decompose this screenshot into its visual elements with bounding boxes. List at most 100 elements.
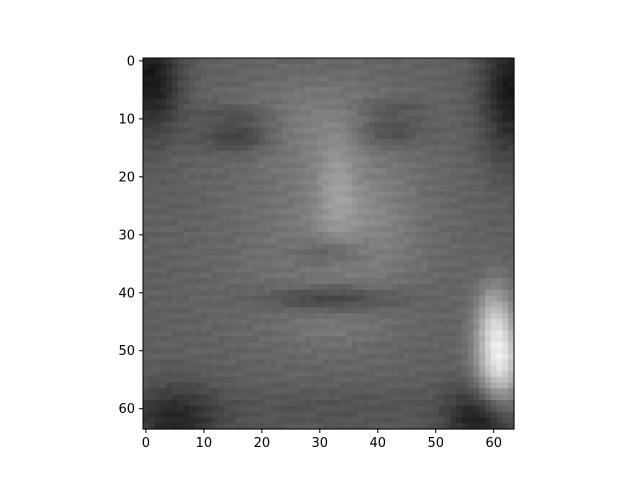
heatmap-cell [432, 411, 440, 419]
heatmap-cell [166, 371, 173, 378]
heatmap-cell [282, 347, 289, 355]
heatmap-cell [171, 289, 179, 297]
heatmap-cell [508, 156, 515, 163]
heatmap-cell [166, 255, 173, 262]
heatmap-cell [386, 266, 393, 274]
heatmap-cell [473, 243, 480, 250]
heatmap-cell [241, 400, 248, 407]
heatmap-cell [409, 133, 417, 140]
heatmap-cell [432, 307, 440, 314]
heatmap-cell [421, 58, 428, 65]
heatmap-cell [427, 272, 434, 279]
heatmap-cell [485, 168, 492, 175]
heatmap-cell [334, 98, 341, 105]
heatmap-cell [479, 417, 486, 424]
heatmap-cell [374, 231, 382, 239]
heatmap-cell [485, 423, 492, 430]
heatmap-cell [380, 144, 388, 152]
heatmap-cell [183, 388, 190, 395]
heatmap-cell [357, 98, 364, 105]
heatmap-cell [154, 405, 161, 413]
heatmap-cell [166, 86, 173, 94]
heatmap-cell [461, 197, 469, 204]
heatmap-cell [154, 318, 161, 326]
heatmap-cell [258, 133, 266, 140]
heatmap-cell [496, 214, 504, 221]
heatmap-cell [386, 214, 393, 221]
heatmap-cell [264, 104, 272, 111]
heatmap-cell [508, 173, 515, 181]
heatmap-cell [305, 133, 312, 140]
heatmap-cell [386, 127, 393, 134]
heatmap-cell [282, 284, 289, 291]
heatmap-cell [473, 231, 480, 239]
heatmap-cell [311, 139, 318, 146]
heatmap-cell [438, 220, 446, 227]
heatmap-cell [229, 162, 237, 169]
heatmap-cell [485, 231, 492, 239]
heatmap-cell [502, 318, 509, 326]
heatmap-cell [427, 104, 434, 111]
heatmap-cell [450, 173, 457, 181]
heatmap-cell [154, 365, 161, 372]
heatmap-cell [479, 127, 486, 134]
heatmap-cell [490, 336, 498, 343]
heatmap-cell [287, 231, 295, 239]
heatmap-cell [316, 92, 324, 100]
heatmap-cell [212, 417, 219, 424]
heatmap-cell [357, 214, 364, 221]
heatmap-cell [461, 104, 469, 111]
heatmap-cell [224, 394, 231, 401]
heatmap-cell [287, 371, 295, 378]
heatmap-cell [380, 63, 388, 71]
heatmap-cell [229, 272, 237, 279]
heatmap-cell [148, 162, 156, 169]
heatmap-cell [490, 411, 498, 419]
heatmap-cell [195, 405, 202, 413]
heatmap-cell [212, 400, 219, 407]
heatmap-cell [467, 220, 475, 227]
heatmap-cell [305, 371, 312, 378]
heatmap-cell [258, 98, 266, 105]
heatmap-cell [311, 185, 318, 192]
heatmap-cell [206, 295, 214, 303]
heatmap-cell [415, 278, 422, 285]
heatmap-cell [316, 376, 324, 384]
heatmap-cell [264, 272, 272, 279]
heatmap-cell [427, 110, 434, 117]
heatmap-cell [206, 86, 214, 94]
heatmap-cell [253, 202, 260, 210]
heatmap-cell [200, 214, 208, 221]
heatmap-cell [473, 75, 480, 82]
heatmap-cell [143, 168, 150, 175]
heatmap-cell [189, 313, 196, 320]
heatmap-cell [247, 197, 254, 204]
heatmap-cell [195, 278, 202, 285]
heatmap-cell [148, 255, 156, 262]
heatmap-cell [287, 208, 295, 216]
heatmap-cell [276, 249, 283, 256]
heatmap-cell [328, 417, 335, 424]
heatmap-cell [386, 208, 393, 216]
heatmap-cell [253, 376, 260, 384]
heatmap-cell [171, 278, 179, 285]
heatmap-cell [282, 86, 289, 94]
heatmap-cell [299, 115, 306, 123]
heatmap-cell [456, 237, 463, 245]
heatmap-cell [456, 301, 463, 308]
heatmap-cell [276, 347, 283, 355]
heatmap-cell [287, 133, 295, 140]
heatmap-cell [340, 405, 347, 413]
heatmap-cell [473, 168, 480, 175]
heatmap-cell [479, 121, 486, 129]
heatmap-cell [195, 63, 202, 71]
heatmap-cell [485, 347, 492, 355]
heatmap-cell [253, 98, 260, 105]
heatmap-cell [293, 330, 301, 337]
heatmap-cell [351, 382, 359, 390]
heatmap-cell [322, 365, 330, 372]
heatmap-cell [432, 92, 440, 100]
heatmap-cell [392, 249, 399, 256]
heatmap-cell [270, 284, 277, 291]
heatmap-cell [235, 249, 243, 256]
